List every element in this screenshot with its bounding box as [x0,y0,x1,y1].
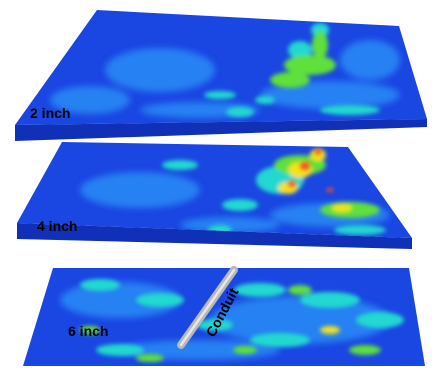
slice-6-inch-label: 6 inch [68,323,108,339]
slice-2-inch-label: 2 inch [30,105,70,121]
slice-4-inch: 4 inch [17,142,412,249]
slice-6-inch-heatmap [60,279,404,362]
slice-6-inch: 6 inch [23,268,425,366]
slice-4-inch-label: 4 inch [37,218,77,234]
slice-2-inch-edge [15,119,427,141]
slice-2-inch: 2 inch [15,10,427,141]
slice-2-inch-heatmap [50,23,400,118]
slice-4-inch-heatmap [80,149,390,235]
slice-4-inch-edge [17,223,412,249]
